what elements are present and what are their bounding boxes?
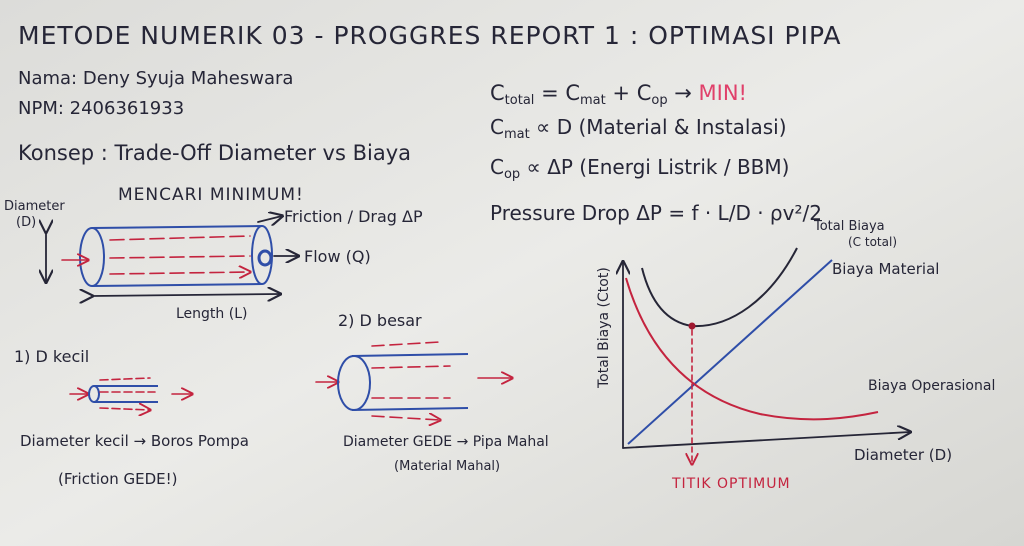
large-pipe-label: 2) D besar	[338, 311, 422, 330]
diameter-label: Diameter	[4, 199, 65, 214]
formula-text: + C	[606, 81, 652, 105]
large-pipe-note: (Material Mahal)	[394, 459, 500, 474]
large-pipe-drawing	[315, 341, 512, 420]
total-curve-label: Total Biaya	[813, 219, 885, 234]
total-curve	[641, 247, 798, 328]
length-label: Length (L)	[176, 306, 247, 322]
formula-text: ∝ ΔP (Energi Listrik / BBM)	[520, 155, 789, 179]
formula: Pressure Drop ΔP = f · L/D · ρv²/2	[490, 201, 822, 225]
formula-text: C	[490, 81, 505, 105]
formula: Ctotal = Cmat + Cop → MIN!	[490, 81, 747, 108]
graph-x-label: Diameter (D)	[854, 446, 952, 464]
operational-curve	[625, 277, 879, 421]
small-pipe-note: (Friction GEDE!)	[58, 470, 177, 488]
small-pipe-drawing	[69, 377, 192, 410]
formula-subscript: op	[504, 167, 520, 182]
formula-text: = C	[534, 81, 580, 105]
formula-subscript: op	[651, 93, 667, 108]
formula-subscript: mat	[580, 93, 606, 108]
flow-label: Flow (Q)	[304, 247, 371, 266]
total-curve-note: (C total)	[848, 235, 897, 249]
formula: Cop ∝ ΔP (Energi Listrik / BBM)	[490, 155, 789, 182]
x-axis	[622, 432, 910, 449]
graph-y-label: Total Biaya (Ctot)	[596, 267, 612, 389]
student-npm: NPM: 2406361933	[18, 98, 184, 119]
formula-result: MIN!	[699, 81, 747, 105]
formula-text: ∝ D (Material & Instalasi)	[530, 115, 787, 139]
formula-subscript: mat	[504, 127, 530, 142]
friction-label: Friction / Drag ΔP	[284, 207, 423, 226]
optimum-point	[688, 322, 696, 330]
formulas: Ctotal = Cmat + Cop → MIN!Cmat ∝ D (Mate…	[490, 81, 822, 225]
large-pipe-effect: Diameter GEDE → Pipa Mahal	[343, 434, 549, 450]
formula-subscript: total	[505, 93, 535, 108]
concept: Konsep : Trade-Off Diameter vs Biaya	[18, 141, 411, 165]
small-pipe-effect: Diameter kecil → Boros Pompa	[20, 432, 249, 450]
material-curve-label: Biaya Material	[832, 260, 939, 278]
pipe-heading: MENCARI MINIMUM!	[118, 185, 304, 205]
formula-text: C	[490, 155, 504, 179]
formula-text: C	[490, 115, 504, 139]
student-name: Nama: Deny Syuja Maheswara	[18, 68, 293, 89]
operational-curve-label: Biaya Operasional	[868, 378, 995, 394]
pipe-drawing	[61, 225, 273, 287]
small-pipe-label: 1) D kecil	[14, 347, 89, 366]
formula-text: →	[668, 81, 699, 105]
friction-arrow	[257, 216, 282, 222]
optimum-label: TITIK OPTIMUM	[671, 476, 791, 492]
diameter-symbol: (D)	[16, 215, 36, 230]
length-arrow	[92, 294, 280, 296]
formula-text: Pressure Drop ΔP = f · L/D · ρv²/2	[490, 201, 822, 225]
formula: Cmat ∝ D (Material & Instalasi)	[490, 115, 787, 142]
title: METODE NUMERIK 03 - PROGGRES REPORT 1 : …	[18, 21, 842, 50]
sketch-graph	[622, 247, 910, 464]
material-curve	[627, 259, 833, 445]
